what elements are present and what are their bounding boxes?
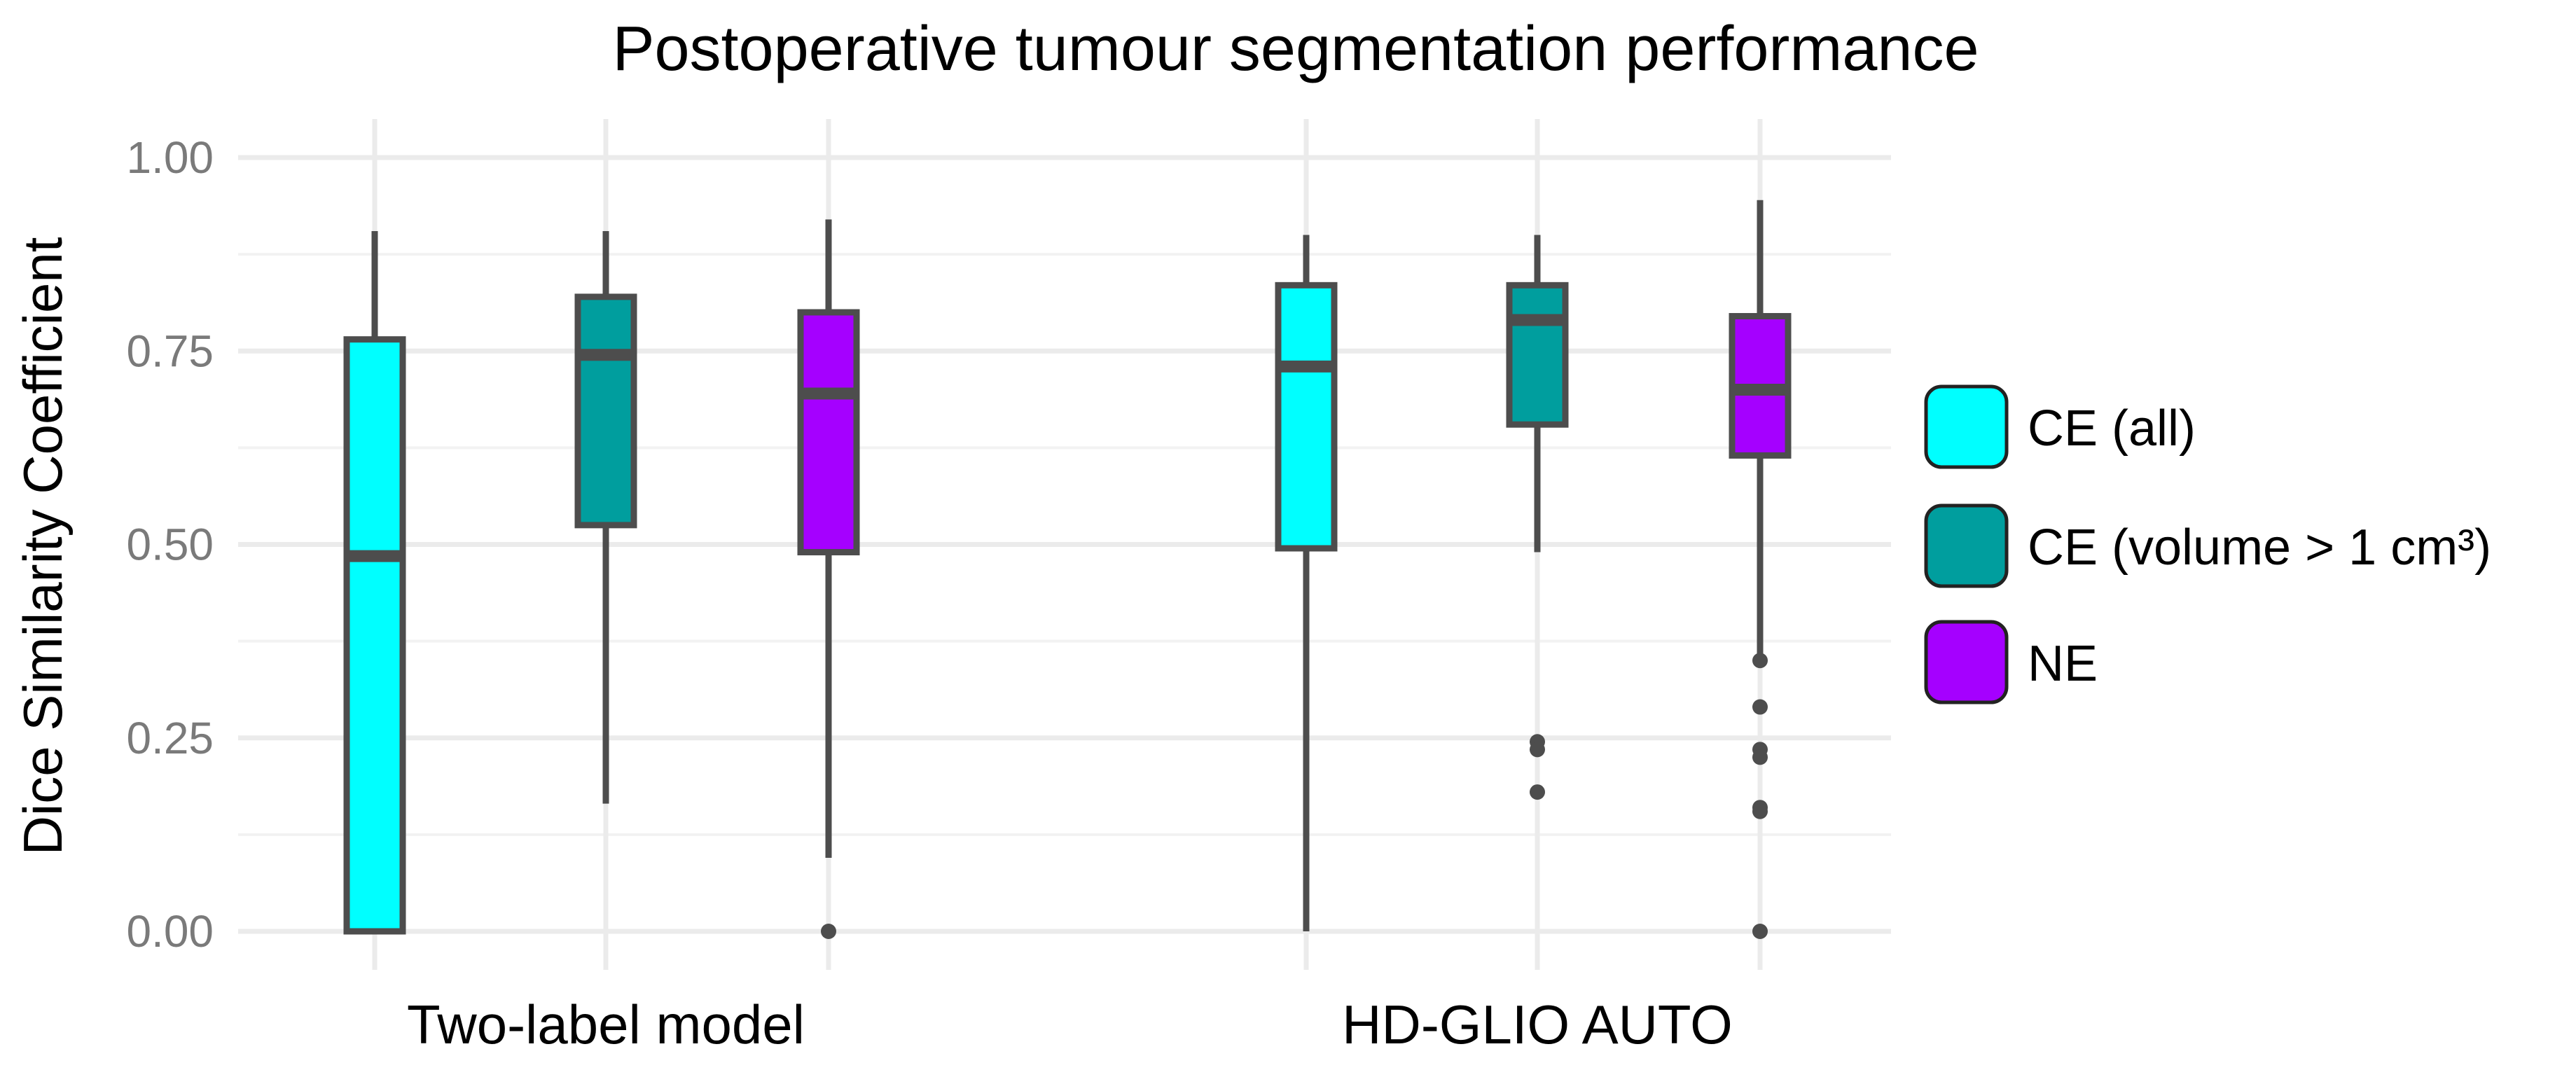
box-ce-all--1 xyxy=(343,230,406,935)
box-ne-2 xyxy=(1729,200,1792,939)
y-axis-ticks: 0.00 0.25 0.50 0.75 1.00 xyxy=(126,132,214,957)
legend-swatch xyxy=(1924,503,2009,588)
outlier-point xyxy=(1752,653,1768,669)
outlier-point xyxy=(1752,699,1768,715)
outlier-point xyxy=(821,924,836,939)
iqr-box xyxy=(1275,282,1338,552)
x-axis-ticks: Two-label model HD-GLIO AUTO xyxy=(407,994,1733,1055)
box-ce-all--2 xyxy=(1275,235,1338,931)
outlier-point xyxy=(1752,924,1768,939)
outlier-point xyxy=(1530,742,1545,758)
iqr-box xyxy=(574,293,637,529)
legend-item: CE (all) xyxy=(1924,384,2196,469)
legend-item: CE (volume > 1 cm³) xyxy=(1924,503,2491,588)
y-tick-label: 0.50 xyxy=(126,520,214,570)
grid-lines xyxy=(238,119,1891,970)
legend-label: NE xyxy=(2028,636,2098,692)
outlier-point xyxy=(1530,784,1545,800)
y-tick-label: 0.00 xyxy=(126,906,214,957)
legend-item: NE xyxy=(1924,620,2098,704)
legend-swatch xyxy=(1924,620,2009,704)
outlier-point xyxy=(1752,749,1768,765)
x-tick-label: HD-GLIO AUTO xyxy=(1342,994,1733,1055)
legend: CE (all) CE (volume > 1 cm³) NE xyxy=(1924,384,2491,704)
legend-swatch xyxy=(1924,384,2009,469)
box-ce-volume-1-cm--1 xyxy=(574,230,637,804)
legend-label: CE (volume > 1 cm³) xyxy=(2028,520,2491,576)
outlier-point xyxy=(1752,803,1768,819)
box-ce-volume-1-cm--2 xyxy=(1506,235,1569,800)
y-tick-label: 0.25 xyxy=(126,713,214,763)
legend-label: CE (all) xyxy=(2028,401,2196,457)
y-tick-label: 1.00 xyxy=(126,132,214,183)
y-tick-label: 0.75 xyxy=(126,326,214,376)
iqr-box xyxy=(343,336,406,935)
iqr-box xyxy=(797,309,860,556)
chart-title: Postoperative tumour segmentation perfor… xyxy=(612,14,1979,84)
y-axis-label: Dice Similarity Coefficient xyxy=(12,237,74,855)
box-ne-1 xyxy=(797,219,860,939)
box-plot-series xyxy=(343,200,1792,939)
iqr-box xyxy=(1506,282,1569,428)
x-tick-label: Two-label model xyxy=(407,994,805,1055)
